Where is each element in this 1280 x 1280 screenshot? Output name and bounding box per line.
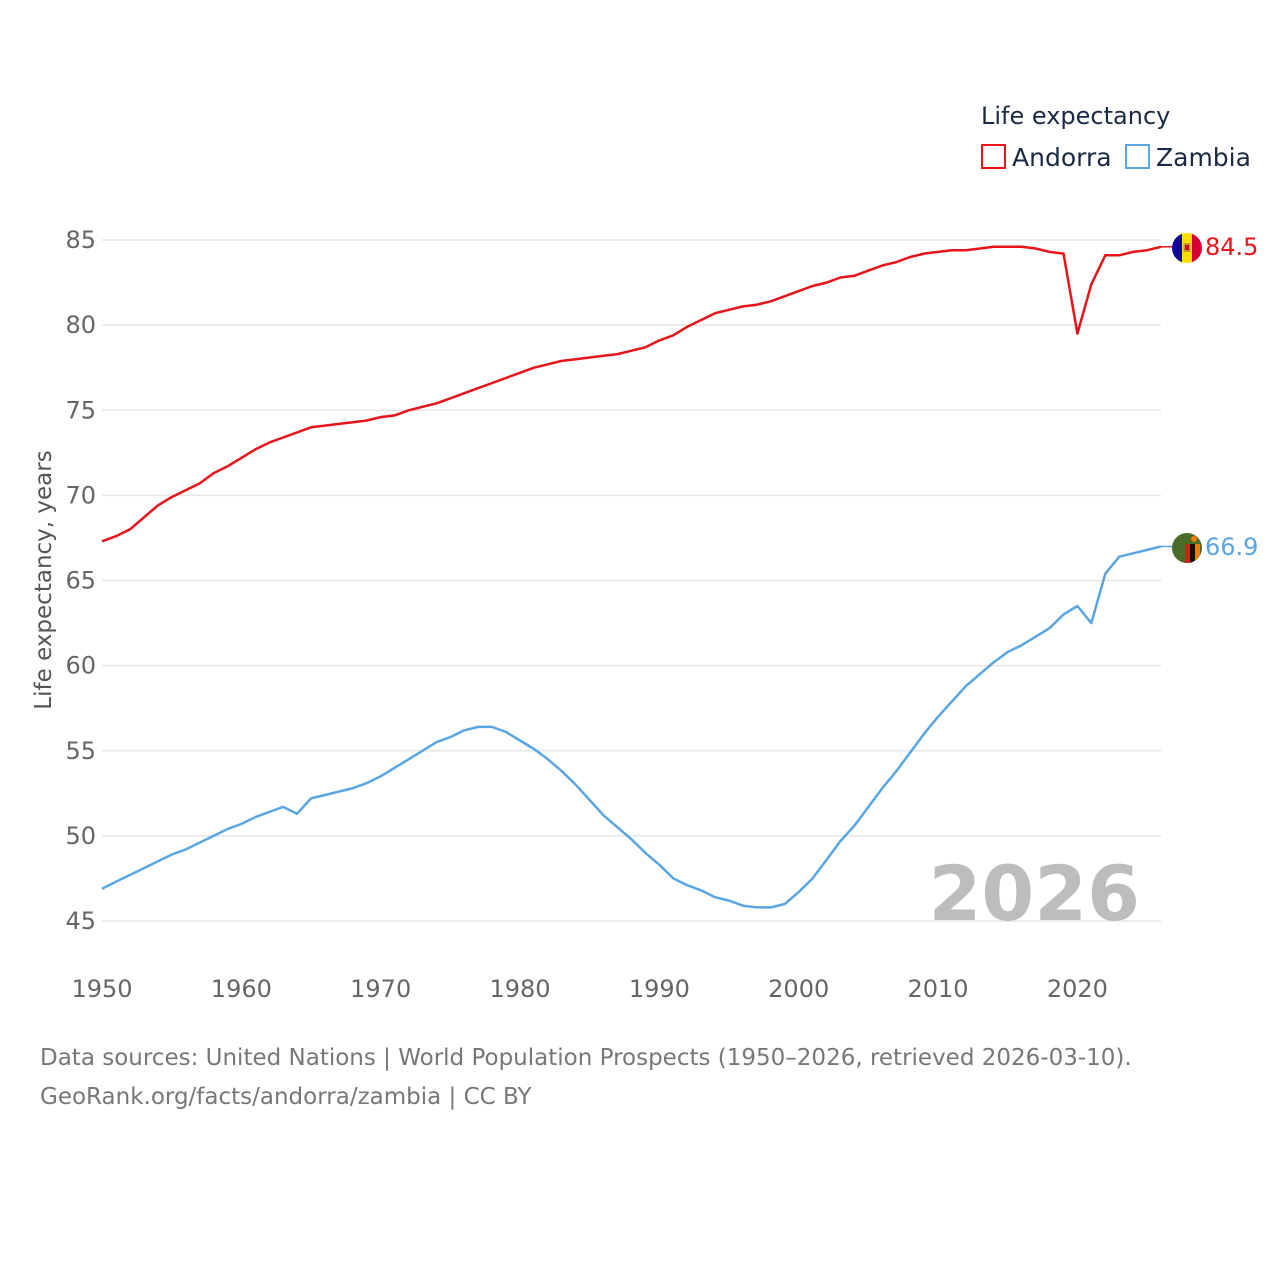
andorra-end-value: 84.5: [1205, 233, 1258, 261]
x-tick-label-2000: 2000: [768, 975, 829, 1003]
line-chart: 45 50 55 60 65 70 75 80 85 1950 1960 1970 1980 1990 2…: [31, 102, 1258, 1003]
x-tick-label-2020: 2020: [1047, 975, 1108, 1003]
year-watermark: 2026: [928, 849, 1140, 938]
x-tick-label-1950: 1950: [71, 975, 132, 1003]
andorra-swatch: [981, 144, 1006, 169]
x-tick-label-1990: 1990: [629, 975, 690, 1003]
x-tick-label-2010: 2010: [908, 975, 969, 1003]
y-tick-label-45: 45: [65, 907, 96, 935]
legend-label-andorra: Andorra: [1012, 143, 1112, 172]
y-tick-label-50: 50: [65, 822, 96, 850]
y-tick-label-80: 80: [65, 311, 96, 339]
y-tick-label-85: 85: [65, 226, 96, 254]
footer-attribution[interactable]: GeoRank.org/facts/andorra/zambia | CC BY: [40, 1084, 532, 1110]
zambia-flag-icon: [1172, 533, 1202, 563]
y-tick-label-70: 70: [65, 481, 96, 509]
zambia-swatch: [1125, 144, 1150, 169]
zambia-end-value: 66.9: [1205, 533, 1258, 561]
series-line-andorra: [101, 245, 1162, 543]
legend-item-zambia[interactable]: Zambia: [1125, 143, 1251, 172]
footer-sources: Data sources: United Nations | World Pop…: [40, 1045, 1132, 1071]
y-axis-ticks: 45 50 55 60 65 70 75 80 85: [65, 226, 96, 935]
legend-label-zambia: Zambia: [1156, 143, 1251, 172]
series-line-zambia: [101, 545, 1162, 909]
y-tick-label-55: 55: [65, 737, 96, 765]
x-tick-label-1960: 1960: [211, 975, 272, 1003]
andorra-end-marker: 84.5: [1172, 233, 1258, 263]
legend: Life expectancy Andorra Zambia: [981, 102, 1251, 172]
y-tick-label-75: 75: [65, 396, 96, 424]
gridlines: [102, 239, 1161, 922]
legend-item-andorra[interactable]: Andorra: [981, 143, 1112, 172]
andorra-flag-icon: [1172, 233, 1202, 263]
y-tick-label-60: 60: [65, 652, 96, 680]
zambia-end-marker: 66.9: [1172, 533, 1258, 563]
x-tick-label-1980: 1980: [489, 975, 550, 1003]
y-tick-label-65: 65: [65, 567, 96, 595]
series-lines: [101, 245, 1173, 909]
x-axis-ticks: 1950 1960 1970 1980 1990 2000 2010 2020: [71, 975, 1107, 1003]
y-axis-title: Life expectancy, years: [31, 450, 57, 709]
legend-title: Life expectancy: [981, 102, 1170, 130]
x-tick-label-1970: 1970: [350, 975, 411, 1003]
